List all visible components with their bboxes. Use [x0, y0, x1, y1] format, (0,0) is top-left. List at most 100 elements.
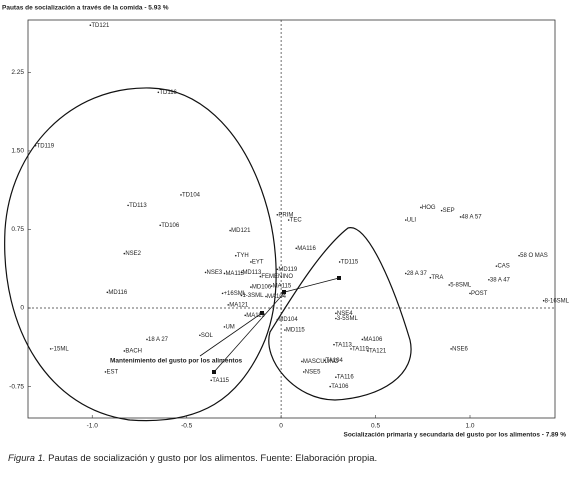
point: [335, 376, 337, 378]
marker: [282, 290, 286, 294]
point-label: NSE6: [452, 346, 468, 352]
point: [89, 24, 92, 27]
x-tick-label: 0: [279, 423, 283, 430]
point: [159, 224, 162, 227]
point-label: TA104: [326, 358, 344, 364]
point: [448, 284, 451, 286]
point-label: EST: [106, 369, 118, 375]
point-label: NSE4: [337, 311, 353, 317]
point-label: MD121: [231, 228, 251, 234]
point-label: NSE5: [305, 369, 321, 375]
point: [34, 144, 37, 147]
point: [335, 312, 337, 315]
point-label: MD104: [278, 317, 298, 323]
point-label: MA119: [246, 313, 265, 319]
point-label: NSE3: [207, 270, 223, 276]
point: [227, 304, 230, 306]
point: [276, 214, 279, 216]
arrow: [199, 312, 263, 357]
point: [404, 219, 407, 221]
point-label: MA106: [363, 337, 383, 343]
point: [429, 276, 432, 279]
point: [106, 291, 109, 294]
point: [240, 271, 243, 274]
point: [221, 292, 224, 295]
caption: Figura 1. Pautas de socialización y gust…: [8, 453, 377, 464]
point-label: ULI: [407, 218, 417, 224]
point-label: FEMENINO: [261, 274, 293, 280]
point-label: TD113: [129, 203, 147, 209]
point-label: MD116: [108, 290, 128, 296]
caption-label: Figura 1.: [8, 453, 46, 464]
point: [469, 292, 471, 295]
point: [420, 206, 422, 209]
point: [367, 350, 369, 352]
point: [127, 204, 129, 207]
x-axis-title: Socialización primaria y secundaria del …: [343, 432, 566, 439]
point-label: TA113: [335, 342, 352, 348]
point-label: POST: [471, 291, 488, 297]
point-label: TA121: [369, 349, 387, 355]
point: [295, 247, 298, 250]
point: [123, 252, 126, 255]
point-label: EYT: [252, 260, 264, 266]
point: [199, 334, 201, 337]
point: [276, 268, 279, 271]
point: [123, 350, 126, 352]
point: [287, 219, 290, 221]
point: [104, 371, 107, 373]
x-tick-label: 1.0: [465, 423, 474, 430]
group-ellipse: [4, 87, 277, 422]
plot-frame: [27, 19, 556, 419]
point-label: 38 A 47: [490, 277, 511, 283]
point: [404, 272, 407, 275]
point: [323, 359, 326, 362]
y-tick-label: 0: [20, 305, 24, 312]
point-label: 18 A 27: [148, 337, 169, 343]
point-label: -15ML: [52, 346, 70, 352]
point-label: SOL: [201, 333, 214, 339]
point: [259, 275, 262, 278]
point: [361, 338, 364, 341]
point: [250, 286, 252, 288]
point-label: TD121: [91, 23, 110, 29]
marker: [212, 370, 216, 374]
point-label: TD104: [182, 192, 201, 198]
point-label: TRA: [431, 275, 443, 281]
point: [284, 329, 286, 331]
point: [250, 261, 252, 263]
point-label: TEC: [290, 218, 303, 224]
x-tick-label: -1.0: [87, 423, 99, 430]
point: [276, 318, 279, 321]
point-label: +16SML: [224, 291, 247, 297]
point-label: TD106: [161, 223, 180, 229]
point-label: UM: [225, 324, 234, 330]
y-tick-label: 1.50: [11, 148, 24, 155]
arrow: [213, 291, 286, 373]
point: [302, 371, 305, 373]
x-tick-label: -0.5: [181, 423, 193, 430]
marker: [260, 311, 264, 315]
point-label: TA116: [337, 375, 354, 381]
point-label: 8-16SML: [545, 298, 569, 304]
point: [210, 379, 213, 382]
point-label: BACH: [125, 349, 142, 355]
point: [335, 317, 337, 320]
arrow: [280, 277, 340, 294]
point: [350, 348, 352, 350]
point-label: MA104: [267, 294, 287, 300]
point-label: NSE2: [125, 251, 141, 257]
caption-text: Pautas de socialización y gusto por los …: [46, 453, 378, 464]
point-label: 3-5SML: [337, 316, 359, 322]
point-label: HOG: [422, 205, 436, 211]
point: [223, 326, 226, 328]
point-label: 1-3SML: [242, 293, 264, 299]
point: [542, 299, 545, 302]
point: [518, 254, 520, 257]
point-label: 5-8SML: [450, 283, 472, 289]
point: [49, 348, 52, 350]
point-label: TD115: [341, 260, 359, 266]
annotation: Mantenimiento del gusto por los alimento…: [110, 358, 243, 365]
point-label: 58 O MAS: [520, 253, 548, 259]
